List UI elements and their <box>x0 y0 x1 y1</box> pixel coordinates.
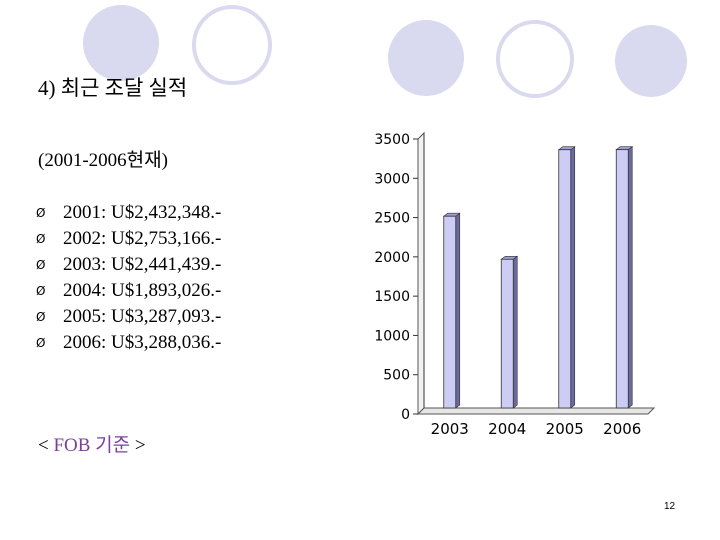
list-item-text: 2006: U$3,288,036.- <box>63 332 222 353</box>
slide-subtitle: (2001-2006현재) <box>38 150 168 171</box>
list-item: Ø 2003: U$2,441,439.- <box>36 252 221 278</box>
x-tick-label: 2006 <box>603 420 641 438</box>
list-item: Ø 2004: U$1,893,026.- <box>36 278 221 304</box>
list-item: Ø 2002: U$2,753,166.- <box>36 226 221 252</box>
list-item: Ø 2005: U$3,287,093.- <box>36 304 221 330</box>
x-tick-label: 2004 <box>488 420 526 438</box>
y-tick-label: 1500 <box>374 289 410 305</box>
chart-floor <box>416 407 656 415</box>
list-item: Ø 2006: U$3,288,036.- <box>36 330 221 356</box>
x-tick-label: 2005 <box>546 420 584 438</box>
x-tick-label: 2003 <box>431 420 469 438</box>
list-item-text: 2004: U$1,893,026.- <box>63 280 222 301</box>
bullet-arrow-icon: Ø <box>36 310 46 324</box>
list-item-text: 2003: U$2,441,439.- <box>63 254 222 275</box>
decor-circle-1 <box>83 5 159 81</box>
footnote-close: > <box>130 435 146 456</box>
y-tick-label: 2000 <box>374 250 410 266</box>
list-item-text: 2002: U$2,753,166.- <box>63 228 222 249</box>
y-tick-label: 2500 <box>374 211 410 227</box>
decor-circle-2 <box>388 20 464 96</box>
y-tick-label: 500 <box>383 368 410 384</box>
list-item-text: 2005: U$3,287,093.- <box>63 306 222 327</box>
bullet-arrow-icon: Ø <box>36 232 46 246</box>
list-item: Ø 2001: U$2,432,348.- <box>36 200 221 226</box>
page-number: 12 <box>664 501 676 512</box>
bar-chart: 0 500 1000 1500 2000 2500 3000 3500 2003 2004 2005… <box>374 131 656 438</box>
bar-side <box>512 255 518 409</box>
bar-side <box>455 212 461 409</box>
y-tick-label: 0 <box>401 407 410 423</box>
bullet-arrow-icon: Ø <box>36 284 46 298</box>
bar <box>500 258 514 409</box>
bullet-arrow-icon: Ø <box>36 258 46 272</box>
decor-ring-1 <box>192 5 272 85</box>
decor-ring-2 <box>496 20 574 98</box>
bar <box>615 149 629 409</box>
slide-title: 4) 최근 조달 실적 <box>38 76 188 100</box>
y-tick-label: 3000 <box>374 171 410 187</box>
bar-side <box>570 146 576 409</box>
footnote-open: < <box>38 435 54 456</box>
list-item-text: 2001: U$2,432,348.- <box>63 202 222 223</box>
bar-side <box>627 146 633 409</box>
footnote: < FOB 기준 > <box>38 430 146 457</box>
procurement-list: Ø 2001: U$2,432,348.- Ø 2002: U$2,753,166.… <box>36 200 221 356</box>
bar <box>443 215 457 409</box>
bar <box>558 149 572 409</box>
y-tick-label: 3500 <box>374 132 410 148</box>
chart-side-wall <box>417 131 425 416</box>
bullet-arrow-icon: Ø <box>36 336 46 350</box>
y-tick-label: 1000 <box>374 328 410 344</box>
bullet-arrow-icon: Ø <box>36 206 46 220</box>
footnote-basis: FOB 기준 <box>53 435 131 456</box>
decor-circle-3 <box>615 25 687 97</box>
